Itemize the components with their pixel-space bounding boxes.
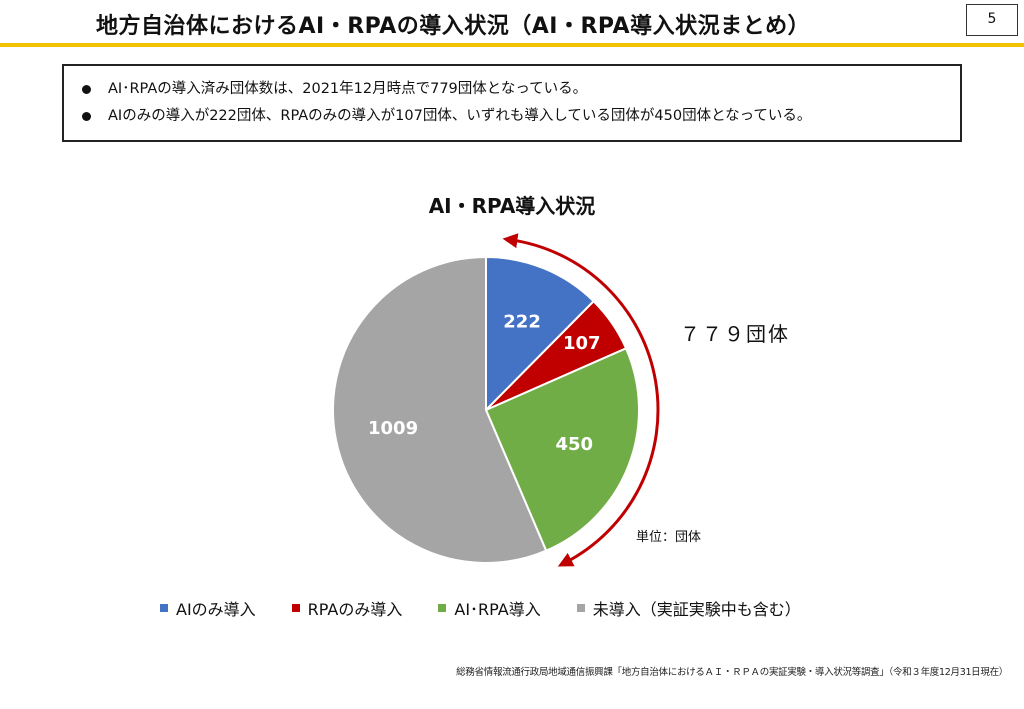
pie-slice-none bbox=[332, 255, 548, 564]
summary-bullet: AIのみの導入が222団体、RPAのみの導入が107団体、いずれも導入している団… bbox=[80, 103, 960, 130]
legend-swatch bbox=[576, 604, 585, 612]
total-range-arrow bbox=[502, 233, 660, 567]
legend-swatch bbox=[160, 604, 168, 612]
summary-bullet-text: AI･RPAの導入済み団体数は、2021年12月時点で779団体となっている。 bbox=[108, 81, 588, 97]
legend-swatch bbox=[438, 604, 447, 612]
pie-data-label: 1009 bbox=[368, 418, 418, 439]
total-count-label: ７７９団体 bbox=[680, 322, 790, 346]
title-rule bbox=[0, 43, 1024, 47]
pie-data-label: 107 bbox=[563, 333, 601, 354]
legend-item-both: AI･RPA導入 bbox=[438, 596, 541, 620]
page-number: 5 bbox=[966, 4, 1018, 36]
legend-label: 未導入（実証実験中も含む） bbox=[592, 600, 801, 619]
chart-title: AI・RPA導入状況 bbox=[428, 194, 596, 218]
page-title: 地方自治体におけるAI・RPAの導入状況（AI・RPA導入状況まとめ） bbox=[96, 14, 811, 39]
pie-data-label: 222 bbox=[503, 311, 541, 332]
pie-data-label: 450 bbox=[555, 434, 593, 455]
legend-item-rpa-only: RPAのみ導入 bbox=[291, 596, 403, 620]
legend-item-ai-only: AIのみ導入 bbox=[160, 596, 256, 620]
unit-label: 単位：団体 bbox=[636, 530, 702, 545]
legend-label: AIのみ導入 bbox=[176, 600, 256, 619]
legend-label: RPAのみ導入 bbox=[307, 600, 403, 619]
legend-item-none: 未導入（実証実験中も含む） bbox=[576, 596, 801, 620]
summary-bullet-text: AIのみの導入が222団体、RPAのみの導入が107団体、いずれも導入している団… bbox=[108, 108, 812, 124]
source-note: 総務省情報流通行政局地域通信振興課「地方自治体におけるＡＩ・ＲＰＡの実証実験・導… bbox=[456, 667, 1008, 678]
summary-box: AI･RPAの導入済み団体数は、2021年12月時点で779団体となっている。 … bbox=[62, 64, 962, 142]
legend-label: AI･RPA導入 bbox=[454, 600, 541, 619]
legend-swatch bbox=[291, 604, 300, 612]
bullet-icon bbox=[82, 85, 91, 94]
chart-legend: AIのみ導入 RPAのみ導入 AI･RPA導入 未導入（実証実験中も含む） bbox=[160, 596, 801, 620]
bullet-icon bbox=[82, 112, 91, 121]
summary-bullet: AI･RPAの導入済み団体数は、2021年12月時点で779団体となっている。 bbox=[80, 76, 960, 103]
